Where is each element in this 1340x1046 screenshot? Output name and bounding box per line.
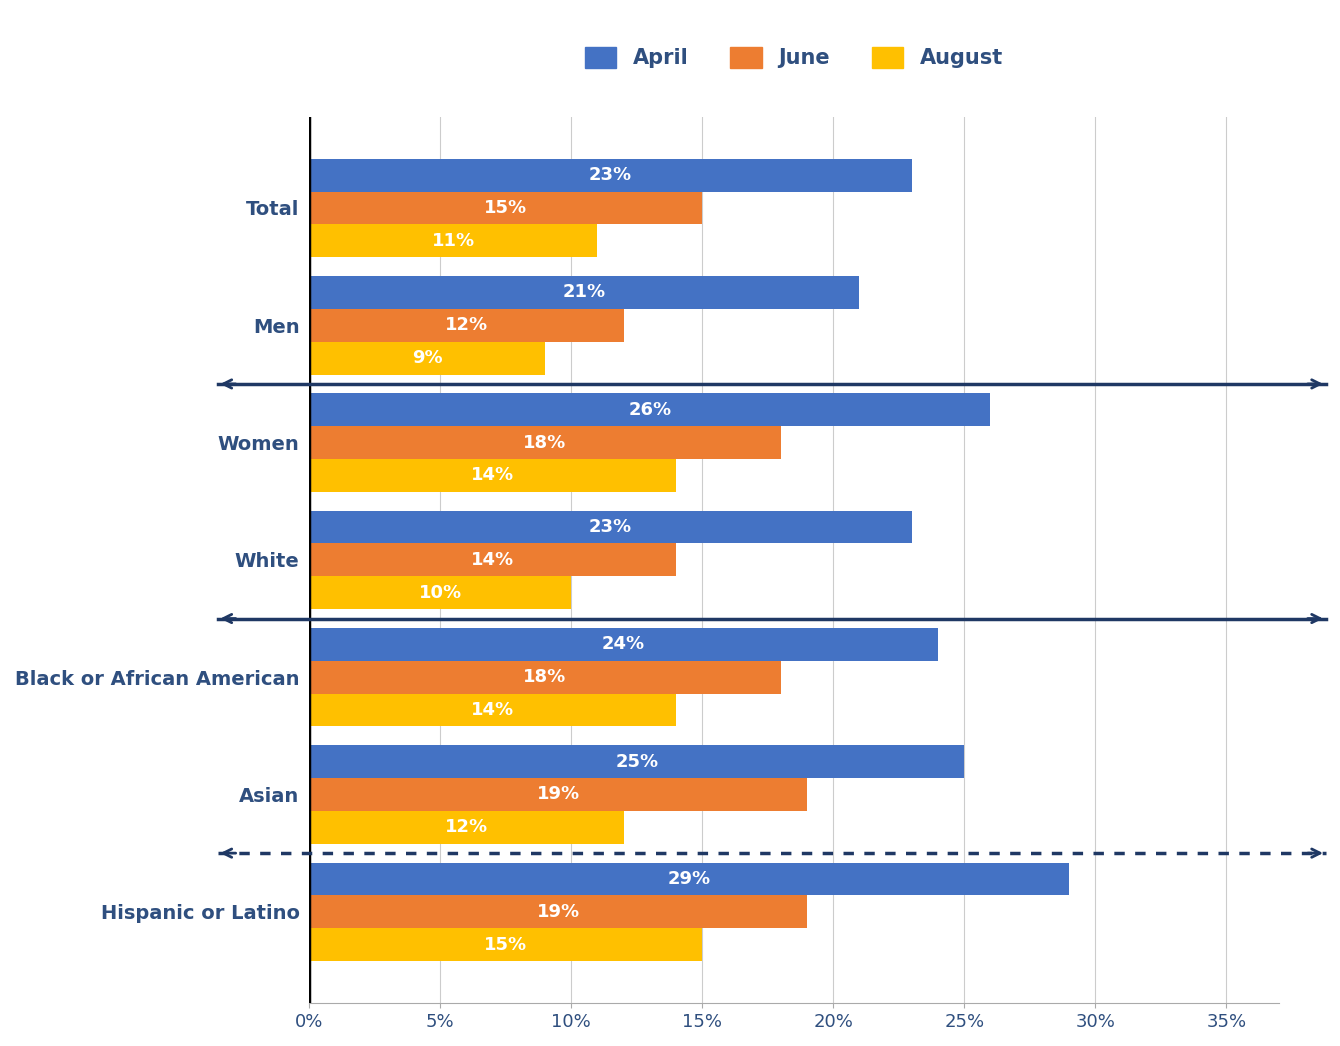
Text: 14%: 14%	[472, 701, 515, 719]
Text: 12%: 12%	[445, 316, 488, 335]
Text: 24%: 24%	[602, 635, 646, 654]
Text: 9%: 9%	[411, 349, 442, 367]
Bar	[310, 159, 913, 191]
Text: 23%: 23%	[590, 518, 632, 536]
Bar	[310, 191, 702, 225]
Bar	[310, 576, 571, 609]
Bar	[310, 342, 545, 374]
Bar	[310, 778, 807, 811]
Bar	[310, 459, 677, 492]
Text: 10%: 10%	[418, 584, 462, 601]
Text: 26%: 26%	[628, 401, 671, 418]
Text: 19%: 19%	[536, 903, 580, 920]
Bar	[310, 745, 965, 778]
Text: 25%: 25%	[615, 753, 658, 771]
Bar	[310, 544, 677, 576]
Text: 14%: 14%	[472, 467, 515, 484]
Bar	[310, 225, 598, 257]
Bar	[310, 510, 913, 544]
Text: 18%: 18%	[524, 668, 567, 686]
Bar	[310, 863, 1069, 895]
Text: 19%: 19%	[536, 786, 580, 803]
Text: 15%: 15%	[484, 935, 528, 954]
Bar	[310, 928, 702, 961]
Text: 14%: 14%	[472, 551, 515, 569]
Text: 12%: 12%	[445, 818, 488, 837]
Bar	[310, 309, 623, 342]
Bar	[310, 693, 677, 727]
Text: 23%: 23%	[590, 166, 632, 184]
Text: 29%: 29%	[667, 870, 710, 888]
Text: 18%: 18%	[524, 434, 567, 452]
Text: 21%: 21%	[563, 283, 606, 301]
Bar	[310, 628, 938, 661]
Text: 11%: 11%	[431, 232, 474, 250]
Bar	[310, 426, 781, 459]
Bar	[310, 661, 781, 693]
Bar	[310, 811, 623, 844]
Bar	[310, 276, 859, 309]
Legend: April, June, August: April, June, August	[576, 39, 1012, 76]
Bar	[310, 393, 990, 426]
Text: 15%: 15%	[484, 199, 528, 217]
Bar	[310, 895, 807, 928]
